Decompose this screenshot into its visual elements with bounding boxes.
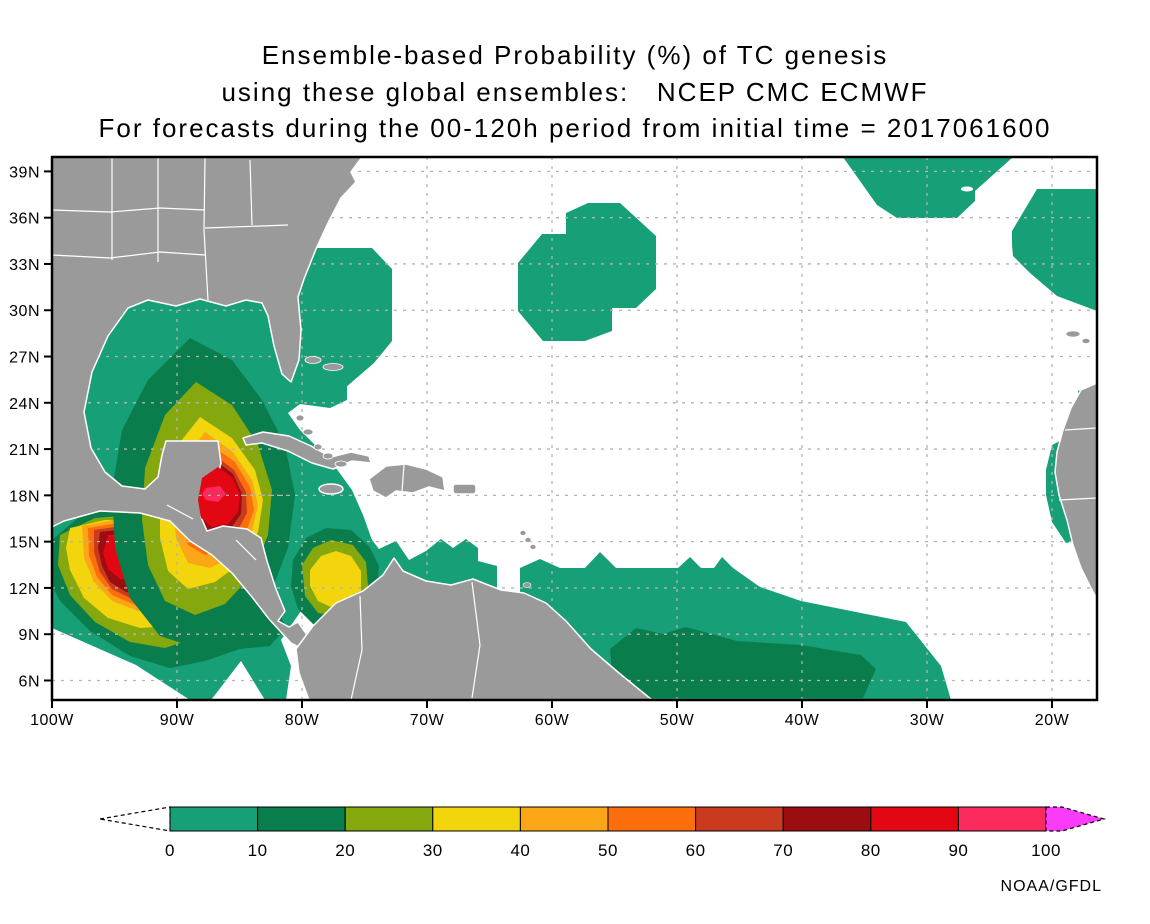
colorbar-tick-label: 50: [598, 841, 618, 860]
lon-tick-label: 80W: [285, 712, 320, 729]
colorbar-tick-label: 70: [773, 841, 793, 860]
colorbar: 0 10 20 30 40 50 60 70 80 90 100: [99, 806, 1107, 860]
lon-tick-label: 50W: [660, 712, 695, 729]
lon-tick-label: 40W: [785, 712, 820, 729]
lat-tick-label: 9N: [19, 627, 40, 644]
lon-tick-label: 90W: [160, 712, 195, 729]
land-lesser-antilles-islands: [519, 530, 537, 588]
land-cuba: [242, 431, 372, 470]
title-line-3: For forecasts during the 00-120h period …: [99, 113, 1052, 143]
lat-tick-label: 15N: [9, 535, 40, 552]
contour-sw-caribbean-30-40: [310, 551, 361, 608]
map-frame: [50, 155, 1099, 702]
land-north-central-america: [52, 157, 363, 650]
credit-text: NOAA/GFDL: [1001, 878, 1102, 895]
caribbean-max-core: [198, 467, 290, 527]
contour-caribbean-90-100: [202, 486, 226, 502]
plot-title: Ensemble-based Probability (%) of TC gen…: [99, 40, 1052, 143]
title-line-1: Ensemble-based Probability (%) of TC gen…: [262, 40, 889, 70]
colorbar-overflow-arrow: [1045, 806, 1107, 832]
colorbar-segment: [870, 806, 959, 832]
lon-tick-label: 30W: [910, 712, 945, 729]
colorbar-tick-label: 60: [686, 841, 706, 860]
colorbar-tick-label: 80: [861, 841, 881, 860]
contour-bahamas-0-10: [278, 248, 392, 388]
lat-tick-label: 39N: [9, 164, 40, 181]
lat-tick-label: 24N: [9, 396, 40, 413]
azores-island: [961, 186, 973, 192]
lat-tick-label: 30N: [9, 303, 40, 320]
colorbar-tick-label: 100: [1031, 841, 1061, 860]
landmasses: [52, 157, 1097, 700]
colorbar-segments: [169, 806, 1047, 832]
lat-tick-label: 36N: [9, 211, 40, 228]
colorbar-underflow-arrow: [99, 806, 171, 832]
contour-northeast-atlantic-0-10: [843, 157, 1013, 218]
colorbar-tick-label: 90: [948, 841, 968, 860]
land-bahamas-islands: [295, 356, 348, 468]
contour-far-east-atlantic-0-10: [1012, 189, 1097, 311]
axis-ticks-and-labels: 100W 90W 80W 70W 60W 50W 40W 30W 20W 39N 36N 33N 30N…: [9, 164, 1069, 729]
lat-tick-label: 18N: [9, 488, 40, 505]
colorbar-segment: [257, 806, 346, 832]
lon-tick-label: 60W: [535, 712, 570, 729]
lon-tick-label: 70W: [410, 712, 445, 729]
colorbar-segment: [519, 806, 609, 832]
colorbar-tick-label: 30: [423, 841, 443, 860]
land-puerto-rico: [452, 483, 477, 495]
land-canary-islands: [1065, 330, 1091, 344]
colorbar-segment: [169, 806, 259, 832]
colorbar-segment: [957, 806, 1047, 832]
lat-tick-label: 21N: [9, 442, 40, 459]
lat-tick-label: 12N: [9, 581, 40, 598]
colorbar-segment: [607, 806, 697, 832]
lon-tick-label: 20W: [1035, 712, 1070, 729]
colorbar-segment: [782, 806, 872, 832]
lat-tick-label: 6N: [19, 673, 40, 690]
lon-tick-label: 100W: [30, 712, 74, 729]
lat-tick-label: 27N: [9, 350, 40, 367]
colorbar-tick-label: 20: [335, 841, 355, 860]
colorbar-tick-label: 10: [248, 841, 268, 860]
land-africa: [1054, 382, 1097, 600]
state-country-borders: [52, 157, 1097, 700]
contour-mid-atlantic-0-10: [518, 203, 656, 341]
colorbar-segment: [432, 806, 521, 832]
land-hispaniola: [368, 463, 446, 499]
lat-tick-label: 33N: [9, 257, 40, 274]
colorbar-segment: [695, 806, 784, 832]
colorbar-segment: [344, 806, 434, 832]
title-line-2: using these global ensembles: NCEP CMC E…: [221, 77, 928, 107]
land-jamaica: [318, 483, 344, 495]
colorbar-tick-label: 0: [165, 841, 175, 860]
colorbar-labels: 0 10 20 30 40 50 60 70 80 90 100: [165, 841, 1061, 860]
land-south-america: [295, 557, 653, 700]
colorbar-tick-label: 40: [510, 841, 530, 860]
